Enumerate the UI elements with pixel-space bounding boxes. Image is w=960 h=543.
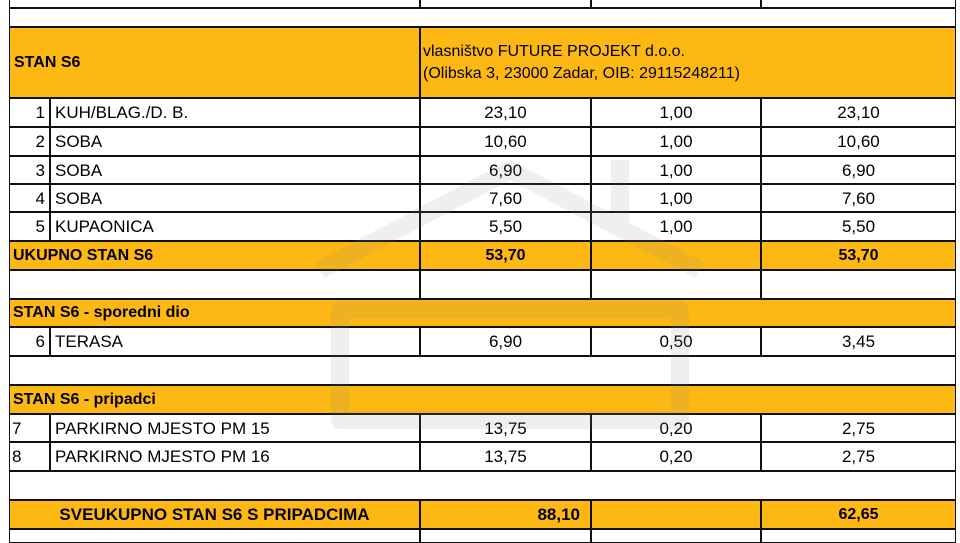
empty-cell — [420, 270, 591, 299]
room-area: 6,90 — [420, 156, 591, 184]
row-number: 5 — [9, 212, 50, 241]
apartment-total-empty — [591, 241, 761, 270]
empty-cell — [761, 270, 956, 299]
section-title-side-part: STAN S6 - sporedni dio — [9, 299, 956, 327]
room-coefficient: 1,00 — [591, 212, 761, 241]
empty-row — [9, 471, 956, 500]
room-result: 7,60 — [761, 184, 956, 212]
room-coefficient: 1,00 — [591, 98, 761, 127]
room-result: 6,90 — [761, 156, 956, 184]
apartment-total-area: 53,70 — [420, 241, 591, 270]
room-area: 23,10 — [420, 98, 591, 127]
row-number: 8 — [9, 442, 50, 471]
grand-total-label: SVEUKUPNO STAN S6 S PRIPADCIMA — [9, 500, 420, 529]
room-result: 23,10 — [761, 98, 956, 127]
room-name: SOBA — [50, 184, 420, 212]
owner-line-1: vlasništvo FUTURE PROJEKT d.o.o. — [423, 42, 685, 60]
room-result: 2,75 — [761, 414, 956, 442]
room-area: 10,60 — [420, 127, 591, 156]
empty-cell — [591, 270, 761, 299]
row-number: 4 — [9, 184, 50, 212]
apartment-total-result: 53,70 — [761, 241, 956, 270]
room-area: 6,90 — [420, 327, 591, 356]
room-coefficient: 0,20 — [591, 414, 761, 442]
row-number: 1 — [9, 98, 50, 127]
room-area: 13,75 — [420, 414, 591, 442]
room-coefficient: 1,00 — [591, 156, 761, 184]
top-partial-cell — [591, 0, 761, 8]
room-name: PARKIRNO MJESTO PM 15 — [50, 414, 420, 442]
room-coefficient: 1,00 — [591, 184, 761, 212]
row-number: 3 — [9, 156, 50, 184]
empty-cell — [9, 270, 420, 299]
section-title-apartment: STAN S6 — [9, 27, 420, 98]
empty-row — [9, 356, 956, 385]
room-result: 3,45 — [761, 327, 956, 356]
grand-total-area: 88,10 — [420, 500, 591, 529]
room-result: 5,50 — [761, 212, 956, 241]
owner-line-2: (Olibska 3, 23000 Zadar, OIB: 2911524821… — [423, 64, 740, 82]
top-partial-cell — [420, 0, 591, 8]
empty-row — [9, 8, 956, 27]
bottom-partial-cell — [591, 529, 761, 543]
room-area: 5,50 — [420, 212, 591, 241]
apartment-total-label: UKUPNO STAN S6 — [9, 241, 420, 270]
room-name: SOBA — [50, 127, 420, 156]
room-result: 2,75 — [761, 442, 956, 471]
room-coefficient: 0,20 — [591, 442, 761, 471]
bottom-partial-cell — [9, 529, 420, 543]
room-area: 7,60 — [420, 184, 591, 212]
room-coefficient: 0,50 — [591, 327, 761, 356]
room-name: SOBA — [50, 156, 420, 184]
row-number: 2 — [9, 127, 50, 156]
section-title-belongings: STAN S6 - pripadci — [9, 385, 956, 414]
room-name: KUPAONICA — [50, 212, 420, 241]
grand-total-result: 62,65 — [761, 500, 956, 529]
room-coefficient: 1,00 — [591, 127, 761, 156]
top-partial-cell — [761, 0, 956, 8]
room-area: 13,75 — [420, 442, 591, 471]
owner-info: vlasništvo FUTURE PROJEKT d.o.o. (Olibsk… — [420, 27, 956, 98]
top-partial-cell — [9, 0, 420, 8]
bottom-partial-cell — [761, 529, 956, 543]
row-number: 6 — [9, 327, 50, 356]
grand-total-empty — [591, 500, 761, 529]
bottom-partial-cell — [420, 529, 591, 543]
room-name: TERASA — [50, 327, 420, 356]
row-number: 7 — [9, 414, 50, 442]
room-name: KUH/BLAG./D. B. — [50, 98, 420, 127]
room-name: PARKIRNO MJESTO PM 16 — [50, 442, 420, 471]
room-result: 10,60 — [761, 127, 956, 156]
